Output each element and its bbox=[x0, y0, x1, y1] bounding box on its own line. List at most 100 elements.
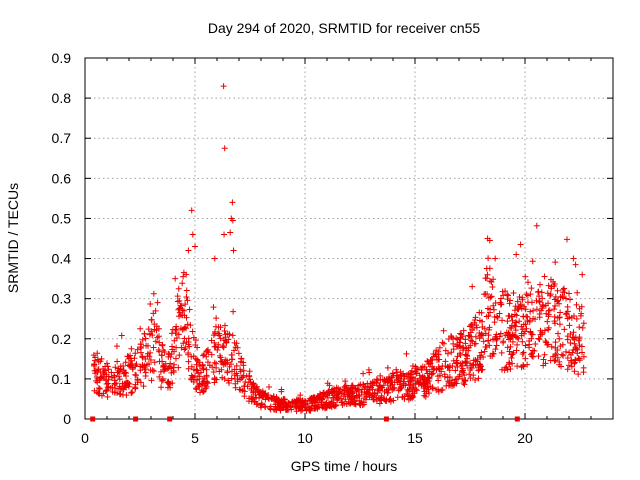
data-point bbox=[545, 282, 552, 289]
data-point bbox=[384, 379, 391, 386]
data-point bbox=[270, 393, 277, 400]
data-point bbox=[518, 332, 525, 339]
data-point bbox=[459, 347, 466, 354]
data-point bbox=[355, 382, 362, 389]
data-point bbox=[370, 396, 377, 403]
data-point bbox=[511, 307, 518, 314]
data-point bbox=[175, 364, 182, 371]
outlier-point bbox=[229, 199, 236, 206]
y-tick-label: 0 bbox=[63, 411, 71, 427]
data-point bbox=[148, 377, 155, 384]
data-point bbox=[537, 281, 544, 288]
data-point bbox=[314, 404, 321, 411]
data-point bbox=[446, 379, 453, 386]
outlier-point bbox=[469, 283, 476, 290]
data-point bbox=[103, 387, 110, 394]
data-point bbox=[564, 355, 571, 362]
chart-title: Day 294 of 2020, SRMTID for receiver cn5… bbox=[208, 20, 481, 36]
data-point bbox=[169, 346, 176, 353]
data-point bbox=[558, 351, 565, 358]
data-point bbox=[139, 353, 146, 360]
data-point bbox=[445, 336, 452, 343]
data-point bbox=[213, 315, 220, 322]
data-point bbox=[92, 370, 99, 377]
data-point bbox=[532, 316, 539, 323]
data-point bbox=[512, 333, 519, 340]
data-point bbox=[222, 337, 229, 344]
data-point bbox=[501, 367, 508, 374]
data-point bbox=[319, 404, 326, 411]
data-point bbox=[377, 396, 384, 403]
data-point bbox=[330, 394, 337, 401]
data-point bbox=[249, 395, 256, 402]
data-point bbox=[408, 393, 415, 400]
data-point bbox=[122, 382, 129, 389]
data-point bbox=[507, 365, 514, 372]
data-point bbox=[124, 380, 131, 387]
data-point bbox=[341, 383, 348, 390]
data-point bbox=[472, 362, 479, 369]
data-point bbox=[385, 378, 392, 385]
data-point bbox=[188, 372, 195, 379]
data-point bbox=[498, 295, 505, 302]
y-axis-label: SRMTID / TECUs bbox=[5, 183, 21, 293]
data-point bbox=[150, 310, 157, 317]
data-point bbox=[187, 322, 194, 329]
data-point bbox=[525, 279, 532, 286]
data-point bbox=[196, 382, 203, 389]
data-point bbox=[552, 293, 559, 300]
data-point bbox=[575, 371, 582, 378]
data-point bbox=[142, 335, 149, 342]
data-point bbox=[492, 299, 499, 306]
data-point bbox=[182, 345, 189, 352]
data-point bbox=[545, 341, 552, 348]
outlier-point bbox=[221, 145, 228, 152]
data-point bbox=[520, 349, 527, 356]
data-point bbox=[337, 386, 344, 393]
data-point bbox=[261, 392, 268, 399]
data-point bbox=[478, 349, 485, 356]
data-point bbox=[104, 393, 111, 400]
data-point bbox=[174, 298, 181, 305]
data-point bbox=[413, 387, 420, 394]
data-point bbox=[184, 321, 191, 328]
data-point bbox=[128, 345, 135, 352]
data-point bbox=[438, 387, 445, 394]
data-point bbox=[309, 398, 316, 405]
data-point bbox=[518, 323, 525, 330]
data-point bbox=[497, 330, 504, 337]
data-point bbox=[215, 324, 222, 331]
data-point bbox=[490, 306, 497, 313]
data-point bbox=[154, 334, 161, 341]
data-point bbox=[554, 287, 561, 294]
data-point bbox=[491, 313, 498, 320]
data-point bbox=[477, 332, 484, 339]
data-point bbox=[514, 341, 521, 348]
data-point bbox=[573, 315, 580, 322]
data-point bbox=[233, 362, 240, 369]
data-point bbox=[469, 326, 476, 333]
data-point bbox=[426, 390, 433, 397]
outlier-point bbox=[229, 217, 236, 224]
data-point bbox=[329, 388, 336, 395]
data-point bbox=[405, 370, 412, 377]
data-point bbox=[356, 393, 363, 400]
data-point bbox=[478, 367, 485, 374]
data-point bbox=[552, 302, 559, 309]
data-point bbox=[391, 384, 398, 391]
data-point bbox=[500, 339, 507, 346]
data-point bbox=[471, 340, 478, 347]
data-point bbox=[426, 374, 433, 381]
data-point bbox=[551, 281, 558, 288]
data-point bbox=[570, 313, 577, 320]
data-point bbox=[436, 372, 443, 379]
data-point bbox=[116, 368, 123, 375]
data-point bbox=[164, 365, 171, 372]
data-point bbox=[192, 355, 199, 362]
data-point bbox=[139, 354, 146, 361]
data-point bbox=[161, 366, 168, 373]
data-point bbox=[190, 334, 197, 341]
data-point bbox=[573, 345, 580, 352]
data-point bbox=[573, 301, 580, 308]
data-point bbox=[204, 359, 211, 366]
